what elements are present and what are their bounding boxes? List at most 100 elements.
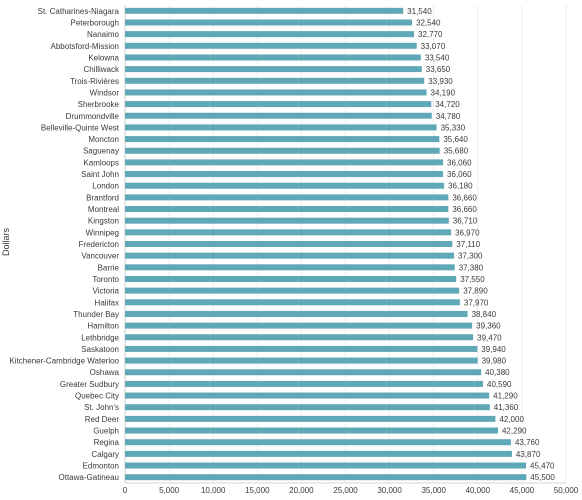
category-label: Abbotsford-Mission <box>51 42 119 51</box>
category-label: St. Catharines-Niagara <box>38 7 120 16</box>
value-label: 39,360 <box>476 322 501 331</box>
bar <box>125 112 432 119</box>
category-label: Lethbridge <box>81 333 119 342</box>
value-label: 37,890 <box>463 287 488 296</box>
category-label: Calgary <box>91 450 119 459</box>
value-label: 36,660 <box>452 193 477 202</box>
value-label: 31,540 <box>407 7 432 16</box>
bar <box>125 392 490 399</box>
category-label: Trois-Rivières <box>70 77 119 86</box>
category-label: Sherbrooke <box>78 100 120 109</box>
category-label: Toronto <box>92 275 119 284</box>
bar <box>125 124 437 131</box>
category-label: Oshawa <box>90 368 120 377</box>
value-label: 36,660 <box>452 205 477 214</box>
value-label: 36,180 <box>448 182 473 191</box>
value-label: 39,980 <box>482 357 507 366</box>
value-label: 34,190 <box>431 88 456 97</box>
category-label: Belleville-Quinte West <box>41 123 120 132</box>
bar <box>125 241 453 247</box>
value-label: 34,720 <box>435 100 460 109</box>
category-label: Hamilton <box>87 322 119 331</box>
category-label: St. John's <box>84 403 119 412</box>
category-label: Kitchener-Cambridge Waterloo <box>9 357 119 366</box>
bars <box>125 7 527 481</box>
bar <box>125 194 449 201</box>
bar <box>125 264 455 271</box>
value-label: 36,970 <box>455 228 480 237</box>
bar <box>125 42 417 49</box>
bar <box>125 439 511 446</box>
value-label: 34,780 <box>436 112 461 121</box>
bar <box>125 252 454 259</box>
x-tick-label: 0 <box>123 486 128 495</box>
x-tick-label: 15,000 <box>245 486 270 495</box>
bar <box>125 334 474 341</box>
value-label: 41,290 <box>493 392 518 401</box>
value-label: 35,330 <box>441 123 466 132</box>
value-label: 33,070 <box>421 42 446 51</box>
category-label: Fredericton <box>79 240 119 249</box>
bar <box>125 415 496 422</box>
category-label: Kelowna <box>88 53 119 62</box>
bar <box>125 299 460 306</box>
category-label: Thunder Bay <box>73 310 119 319</box>
category-label: Regina <box>94 438 120 447</box>
x-tick-label: 20,000 <box>289 486 314 495</box>
category-label: Red Deer <box>85 415 120 424</box>
bar <box>125 380 484 387</box>
value-label: 42,000 <box>499 415 524 424</box>
value-label: 37,970 <box>464 298 489 307</box>
category-label: London <box>92 182 119 191</box>
category-label: Winnipeg <box>86 228 119 237</box>
category-label: Ottawa-Gatineau <box>59 473 119 482</box>
category-label: Drummondville <box>66 112 120 121</box>
bar <box>125 369 482 376</box>
category-label: Peterborough <box>71 18 119 27</box>
value-label: 38,840 <box>472 310 497 319</box>
category-label: Nanaimo <box>87 30 120 39</box>
bar <box>125 101 432 108</box>
bar <box>125 19 413 26</box>
value-labels: 31,540 32,540 32,770 33,070 33,540 33,650 33,9… <box>407 7 555 482</box>
category-label: Victoria <box>92 287 119 296</box>
x-tick-label: 35,000 <box>421 486 446 495</box>
value-label: 43,760 <box>515 438 540 447</box>
category-label: Windsor <box>90 88 120 97</box>
x-tick-label: 30,000 <box>377 486 402 495</box>
bar <box>125 462 527 469</box>
category-label: Guelph <box>93 427 119 436</box>
bar <box>125 147 440 154</box>
x-tick-label: 40,000 <box>466 486 491 495</box>
bar <box>125 275 457 282</box>
category-label: Montreal <box>88 205 119 214</box>
bar <box>125 474 527 481</box>
value-label: 40,590 <box>487 380 512 389</box>
category-label: Kamloops <box>83 158 119 167</box>
category-labels: St. Catharines-Niagara Peterborough Nanaim… <box>9 7 120 482</box>
bar <box>125 357 478 364</box>
bar <box>125 206 449 213</box>
bar <box>125 66 422 73</box>
category-label: Barrie <box>98 263 120 272</box>
bar <box>125 217 449 224</box>
category-label: Saint John <box>81 170 119 179</box>
value-label: 33,540 <box>425 53 450 62</box>
value-label: 35,680 <box>444 147 469 156</box>
bar <box>125 427 498 434</box>
bar <box>125 159 444 166</box>
x-tick-label: 5,000 <box>159 486 180 495</box>
value-label: 32,540 <box>416 18 441 27</box>
category-label: Kingston <box>88 217 119 226</box>
x-tick-label: 25,000 <box>333 486 358 495</box>
value-label: 43,870 <box>516 450 541 459</box>
value-label: 37,380 <box>459 263 484 272</box>
value-label: 36,060 <box>447 158 472 167</box>
value-label: 36,710 <box>453 217 478 226</box>
value-label: 36,060 <box>447 170 472 179</box>
value-label: 41,360 <box>494 403 519 412</box>
category-label: Chilliwack <box>83 65 120 74</box>
value-label: 37,300 <box>458 252 483 261</box>
category-label: Halifax <box>95 298 119 307</box>
